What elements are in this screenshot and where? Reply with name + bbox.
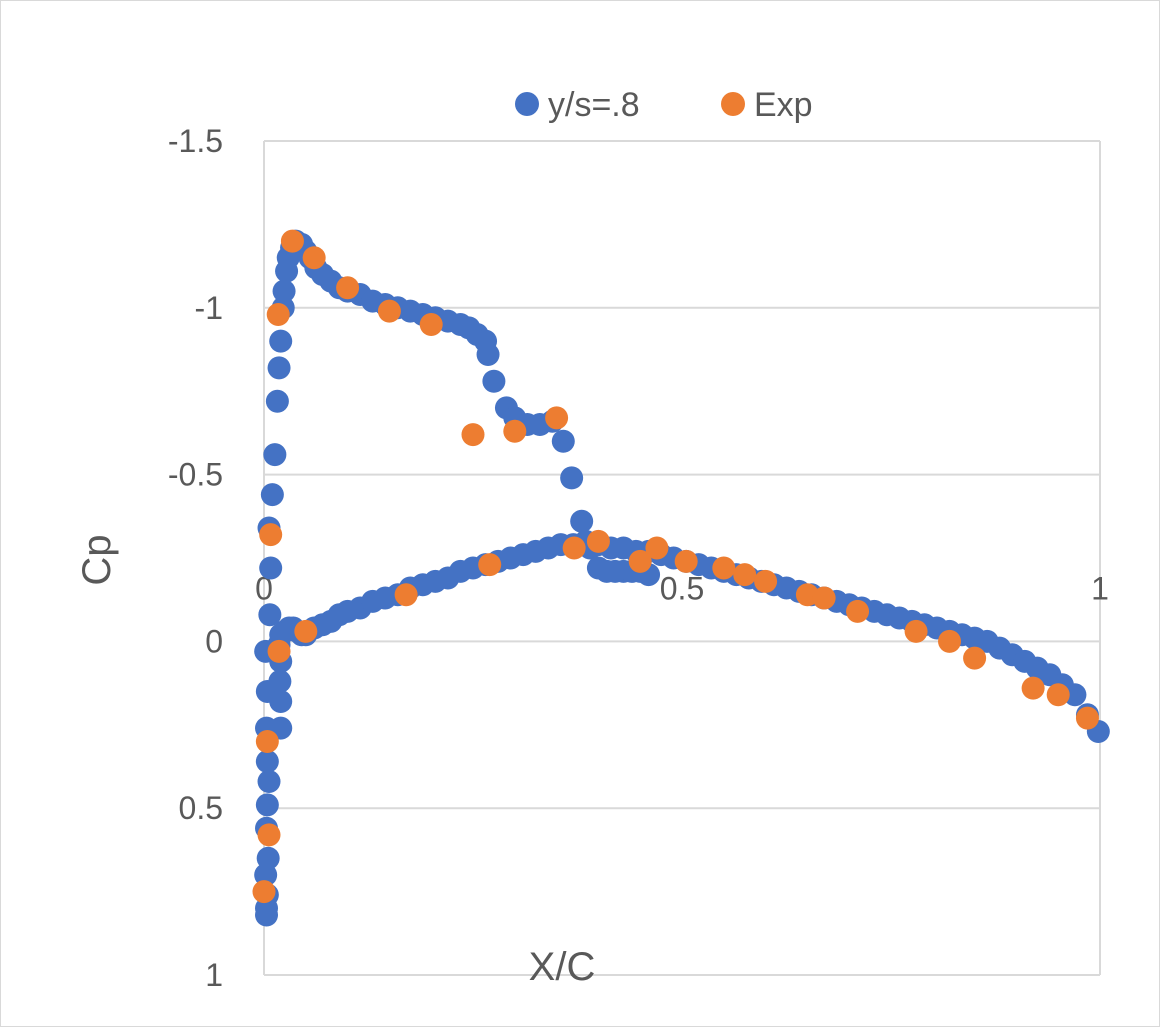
y-tick-label-3: 0 xyxy=(205,623,223,659)
legend-marker-series-2 xyxy=(721,92,745,116)
point-s1-7 xyxy=(257,770,281,794)
point-s2-14 xyxy=(733,563,757,587)
point-s1-12 xyxy=(258,603,282,627)
legend: y/s=.8 Exp xyxy=(515,86,813,124)
point-s2-12 xyxy=(674,549,698,573)
x-tick-label-0: 0 xyxy=(255,570,273,606)
point-s1-54 xyxy=(560,466,584,490)
x-tick-labels: 0 0.5 1 xyxy=(255,570,1109,606)
point-s2-33 xyxy=(252,880,276,904)
point-s2-15 xyxy=(754,569,778,593)
point-s1-18 xyxy=(267,356,291,380)
point-s1-19 xyxy=(269,329,293,353)
point-s2-32 xyxy=(257,823,281,847)
point-s1-6 xyxy=(255,793,279,817)
legend-label-series-2: Exp xyxy=(754,86,813,124)
point-s1-4 xyxy=(256,846,280,870)
point-s2-0 xyxy=(280,229,304,253)
y-tick-label-2: -0.5 xyxy=(168,457,223,493)
point-s2-9 xyxy=(586,529,610,553)
point-s2-1 xyxy=(302,246,326,270)
series-exp xyxy=(252,229,1099,904)
point-s1-65 xyxy=(269,689,293,713)
point-s2-13 xyxy=(712,556,736,580)
point-s2-30 xyxy=(478,553,502,577)
point-s2-5 xyxy=(461,423,485,447)
point-s2-31 xyxy=(255,729,279,753)
point-s2-25 xyxy=(259,523,283,547)
point-s1-8 xyxy=(255,749,279,773)
point-s2-3 xyxy=(377,299,401,323)
point-s2-23 xyxy=(1046,683,1070,707)
point-s2-28 xyxy=(294,619,318,643)
point-s2-11 xyxy=(645,536,669,560)
point-s2-2 xyxy=(336,276,360,300)
point-s2-20 xyxy=(938,629,962,653)
point-s2-27 xyxy=(267,639,291,663)
y-tick-label-1: -1 xyxy=(195,290,223,326)
y-tick-label-5: 1 xyxy=(205,957,223,993)
point-s2-10 xyxy=(628,549,652,573)
point-s2-26 xyxy=(266,302,290,326)
legend-label-series-1: y/s=.8 xyxy=(548,86,640,124)
point-s1-138 xyxy=(1063,683,1087,707)
x-tick-label-2: 1 xyxy=(1091,570,1109,606)
point-s2-6 xyxy=(503,419,527,443)
point-s1-55 xyxy=(570,509,594,533)
point-s2-18 xyxy=(846,599,870,623)
point-s2-19 xyxy=(904,619,928,643)
point-s2-29 xyxy=(394,583,418,607)
y-tick-labels: -1.5 -1 -0.5 0 0.5 1 xyxy=(168,123,223,993)
y-axis-title: Cp xyxy=(75,534,119,585)
point-s2-4 xyxy=(419,312,443,336)
point-s2-17 xyxy=(812,586,836,610)
point-s1-15 xyxy=(260,483,284,507)
point-s1-13 xyxy=(259,556,283,580)
point-s1-47 xyxy=(482,369,506,393)
point-s2-8 xyxy=(562,536,586,560)
point-s1-16 xyxy=(263,443,287,467)
point-s1-66 xyxy=(268,669,292,693)
y-tick-label-4: 0.5 xyxy=(179,790,223,826)
legend-marker-series-1 xyxy=(515,92,539,116)
y-tick-label-0: -1.5 xyxy=(168,123,223,159)
point-s1-53 xyxy=(551,429,575,453)
point-s2-22 xyxy=(1021,676,1045,700)
point-s1-21 xyxy=(272,279,296,303)
point-s2-24 xyxy=(1075,706,1099,730)
x-axis-title: X/C xyxy=(529,945,596,989)
point-s1-46 xyxy=(476,343,500,367)
point-s2-21 xyxy=(963,646,987,670)
x-tick-label-1: 0.5 xyxy=(660,570,704,606)
point-s2-7 xyxy=(545,406,569,430)
point-s1-17 xyxy=(265,389,289,413)
